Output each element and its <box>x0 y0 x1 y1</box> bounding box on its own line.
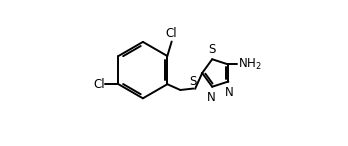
Text: S: S <box>190 75 197 88</box>
Text: S: S <box>208 43 215 56</box>
Text: Cl: Cl <box>166 27 177 40</box>
Text: N: N <box>225 86 234 99</box>
Text: N: N <box>207 91 216 104</box>
Text: NH$_2$: NH$_2$ <box>238 57 262 72</box>
Text: Cl: Cl <box>93 78 105 91</box>
